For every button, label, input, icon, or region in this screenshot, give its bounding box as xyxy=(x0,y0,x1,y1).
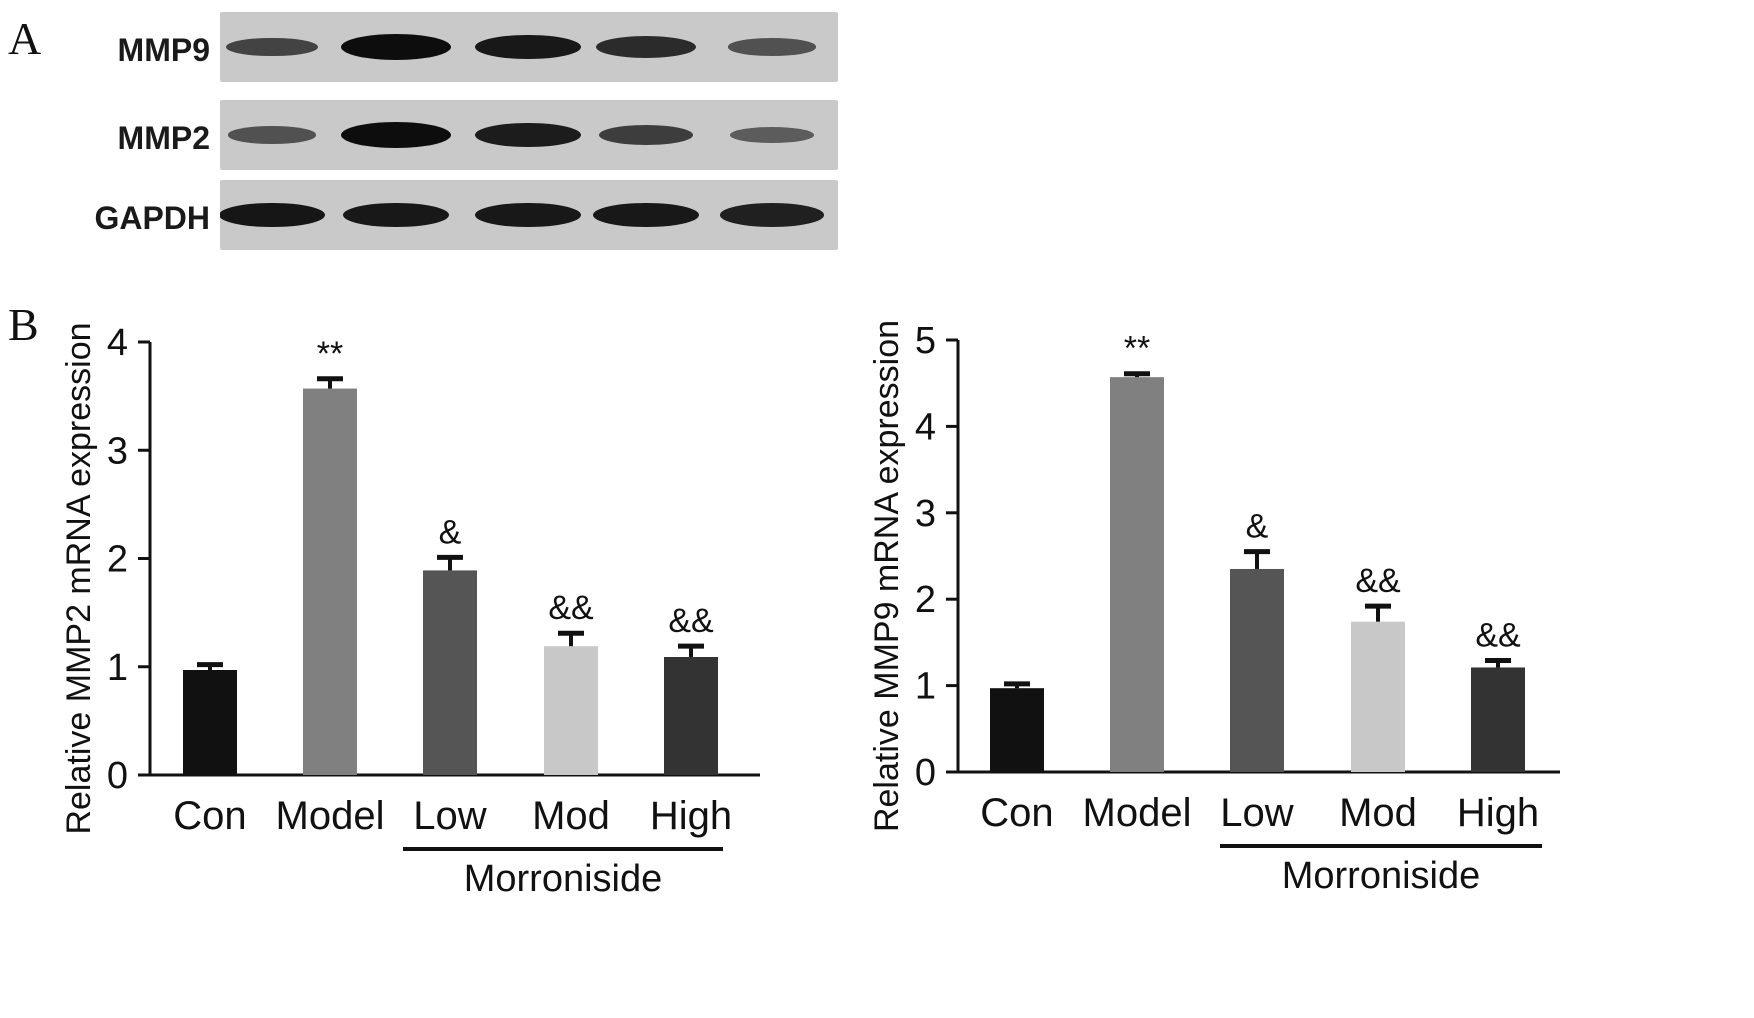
y-axis-label: Relative MMP2 mRNA expression xyxy=(60,322,98,834)
x-tick-label-model: Model xyxy=(276,794,385,838)
x-tick-label-con: Con xyxy=(173,794,246,838)
bar-mod xyxy=(544,646,598,775)
group-label: Morroniside xyxy=(464,858,663,900)
panel-a-letter: A xyxy=(8,13,42,64)
significance-label: ** xyxy=(317,335,343,373)
x-tick-label-mod: Mod xyxy=(532,794,610,838)
y-tick-label: 0 xyxy=(915,752,936,794)
blot-band xyxy=(341,122,451,148)
y-tick-label: 0 xyxy=(107,755,128,797)
y-axis-label: Relative MMP9 mRNA expression xyxy=(868,320,906,832)
y-tick-label: 2 xyxy=(915,579,936,621)
y-tick-label: 4 xyxy=(915,406,936,448)
bar-low xyxy=(423,570,477,775)
significance-label: && xyxy=(1475,617,1521,655)
y-tick-label: 1 xyxy=(915,666,936,708)
blot-band xyxy=(226,37,318,57)
y-tick-label: 5 xyxy=(915,320,936,362)
blot-band xyxy=(341,34,451,60)
blot-band xyxy=(475,34,581,60)
blot-label-mmp2: MMP2 xyxy=(117,120,210,156)
group-label: Morroniside xyxy=(1282,855,1481,897)
blot-band xyxy=(593,202,699,228)
bar-high xyxy=(1471,667,1525,772)
x-tick-label-con: Con xyxy=(980,791,1053,835)
x-tick-label-model: Model xyxy=(1083,791,1192,835)
y-tick-label: 3 xyxy=(915,493,936,535)
bar-high xyxy=(664,657,718,775)
blot-band xyxy=(720,203,824,227)
significance-label: ** xyxy=(1124,330,1150,368)
blot-strip-mmp2 xyxy=(220,100,838,170)
blot-band xyxy=(596,36,696,58)
y-tick-label: 4 xyxy=(107,322,128,364)
significance-label: & xyxy=(1246,508,1269,546)
blot-label-gapdh: GAPDH xyxy=(94,200,210,236)
blot-strip-gapdh xyxy=(220,180,838,250)
bar-con xyxy=(183,669,237,775)
blot-band xyxy=(343,202,449,228)
blot-band xyxy=(228,126,316,144)
bar-low xyxy=(1230,568,1284,772)
x-tick-label-low: Low xyxy=(413,794,486,838)
bar-con xyxy=(990,688,1044,772)
blot-band xyxy=(220,202,326,228)
panel-b-letter: B xyxy=(8,299,39,350)
blot-strip-mmp9 xyxy=(220,12,838,82)
y-tick-label: 3 xyxy=(107,430,128,472)
bar-mod xyxy=(1351,621,1405,772)
y-tick-label: 1 xyxy=(107,647,128,689)
blot-band xyxy=(475,202,581,228)
x-tick-label-high: High xyxy=(650,794,732,838)
x-tick-label-high: High xyxy=(1457,791,1539,835)
y-tick-label: 2 xyxy=(107,539,128,581)
blot-label-mmp9: MMP9 xyxy=(117,32,210,68)
significance-label: & xyxy=(439,513,462,551)
blot-band xyxy=(598,125,694,145)
significance-label: && xyxy=(668,602,714,640)
x-tick-label-low: Low xyxy=(1220,791,1293,835)
blot-band xyxy=(475,122,581,148)
blot-band xyxy=(730,127,814,143)
bar-model xyxy=(303,388,357,775)
blot-band xyxy=(728,38,816,56)
bar-model xyxy=(1110,377,1164,772)
significance-label: && xyxy=(1355,562,1401,600)
x-tick-label-mod: Mod xyxy=(1339,791,1417,835)
significance-label: && xyxy=(548,589,594,627)
